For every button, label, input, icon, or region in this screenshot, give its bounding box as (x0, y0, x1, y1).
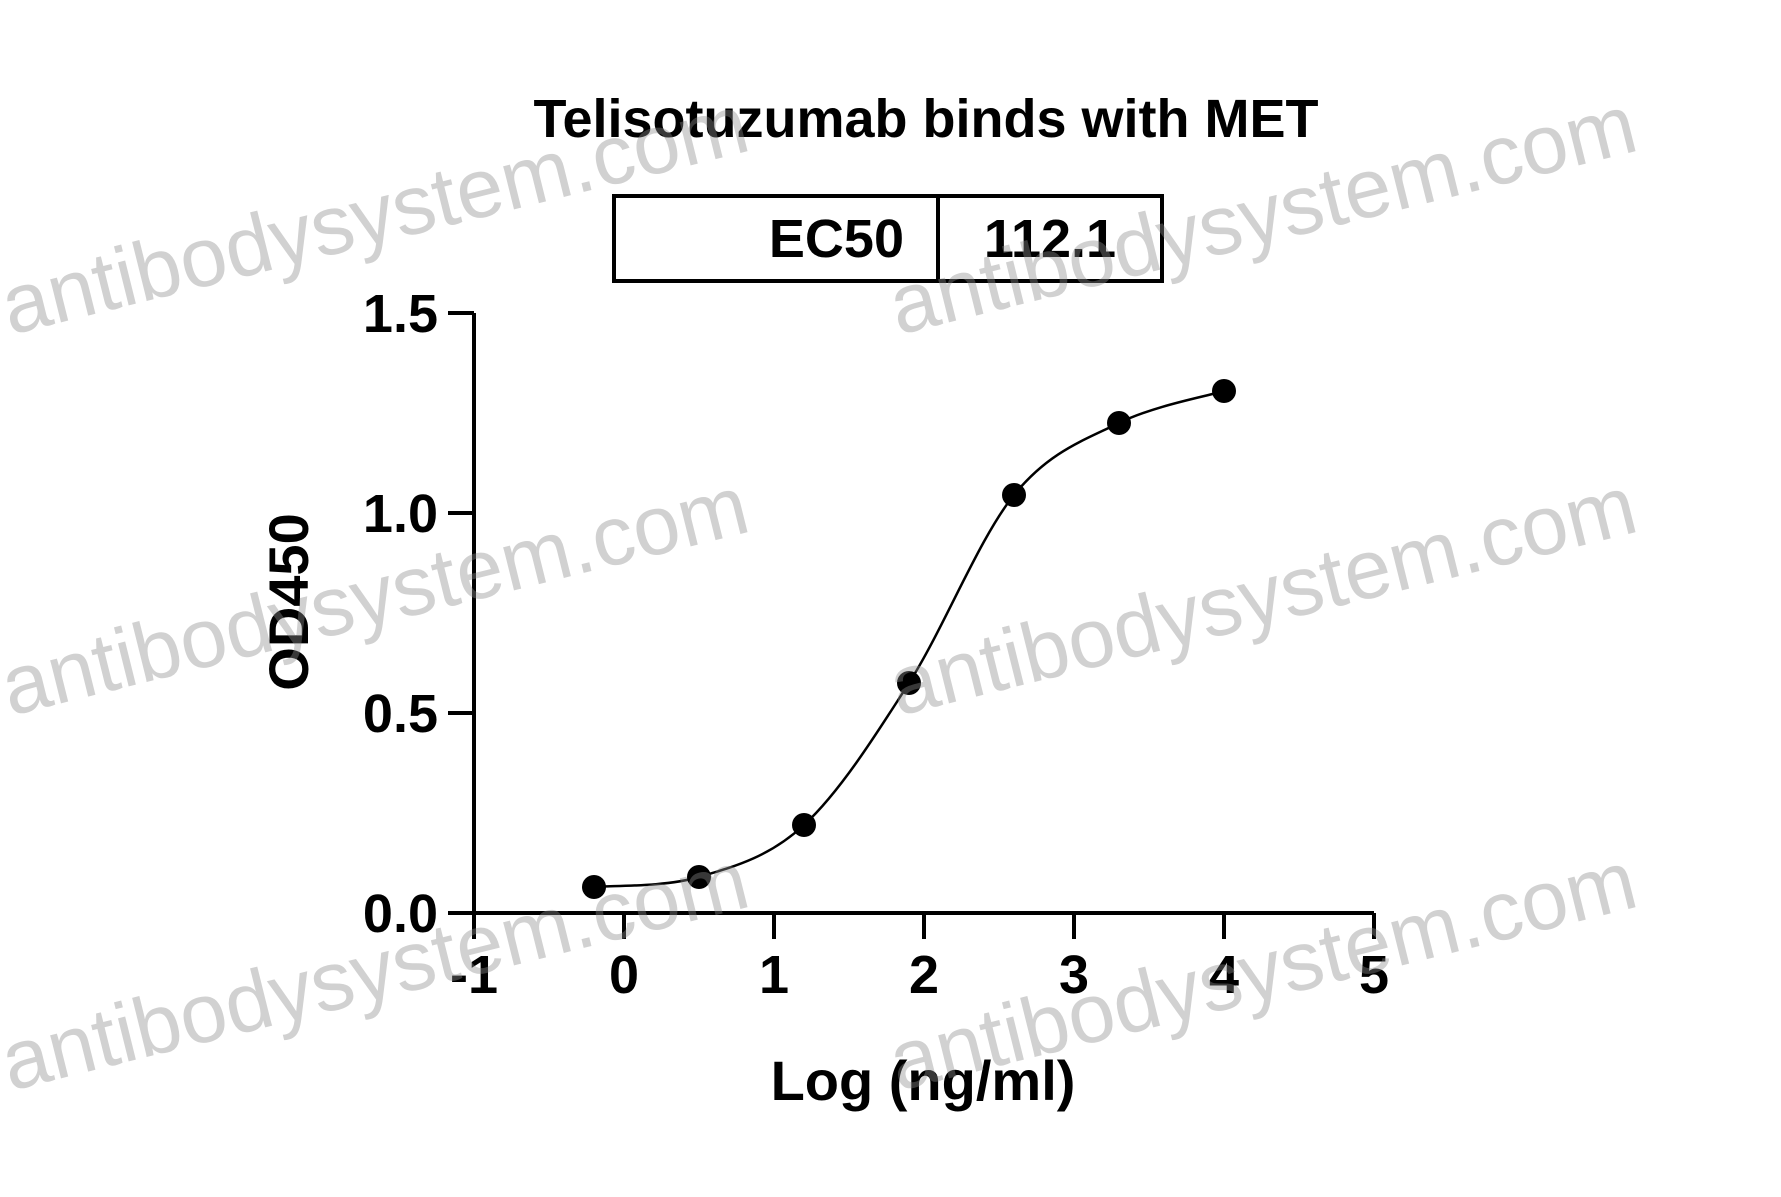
data-point (792, 813, 816, 837)
watermark: antibodysystem.com (880, 457, 1646, 733)
chart-title: Telisotuzumab binds with MET (534, 89, 1319, 149)
data-point (582, 875, 606, 899)
y-tick-label: 1.5 (363, 284, 438, 344)
x-tick-label: 4 (1209, 945, 1239, 1005)
y-tick-label: 0.5 (363, 684, 438, 744)
data-point (1212, 379, 1236, 403)
y-tick-label: 0.0 (363, 884, 438, 944)
data-point (687, 865, 711, 889)
x-tick-label: 5 (1359, 945, 1389, 1005)
x-tick-label: 1 (759, 945, 789, 1005)
x-tick-label: 3 (1059, 945, 1089, 1005)
data-point (1107, 411, 1131, 435)
x-tick-label: -1 (450, 945, 498, 1005)
x-axis-label: Log (ng/ml) (771, 1049, 1076, 1112)
x-tick-label: 2 (909, 945, 939, 1005)
ec50-value: 112.1 (984, 209, 1116, 269)
data-point (1002, 483, 1026, 507)
watermark: antibodysystem.com (880, 832, 1646, 1108)
y-tick-label: 1.0 (363, 484, 438, 544)
ec50-label: EC50 (769, 209, 904, 269)
y-axis-label: OD450 (257, 513, 320, 690)
data-point (897, 671, 921, 695)
watermark: antibodysystem.com (0, 832, 757, 1108)
x-tick-label: 0 (609, 945, 639, 1005)
ec50-box (612, 194, 1164, 283)
